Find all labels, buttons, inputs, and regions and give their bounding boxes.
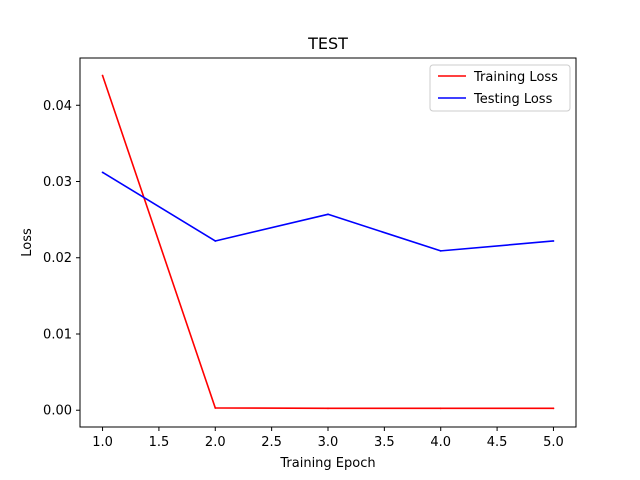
data-point xyxy=(552,407,555,410)
data-point xyxy=(101,171,104,174)
series-layer xyxy=(101,74,555,410)
data-point xyxy=(327,213,329,216)
data-point xyxy=(439,249,442,252)
y-tick-label: 0.00 xyxy=(43,404,72,419)
x-tick-label: 1.0 xyxy=(92,435,113,450)
x-tick-label: 1.5 xyxy=(149,435,170,450)
chart-title: TEST xyxy=(307,34,348,53)
x-tick-label: 4.0 xyxy=(430,435,451,450)
y-axis: 0.00 0.01 0.02 0.03 0.04 xyxy=(43,99,80,419)
y-tick-label: 0.03 xyxy=(43,175,72,190)
x-tick-label: 5.0 xyxy=(543,435,564,450)
x-tick-label: 4.5 xyxy=(487,435,508,450)
y-axis-label: Loss xyxy=(20,228,35,257)
legend: Training Loss Testing Loss xyxy=(429,64,571,112)
data-point xyxy=(101,74,104,77)
x-axis: 1.0 1.5 2.0 2.5 3.0 3.5 4.0 4.5 5.0 xyxy=(92,427,564,450)
x-tick-label: 2.5 xyxy=(261,435,282,450)
data-point xyxy=(439,407,442,410)
x-tick-label: 2.0 xyxy=(205,435,226,450)
legend-label-1: Testing Loss xyxy=(473,92,553,107)
data-point xyxy=(214,407,217,409)
y-tick-label: 0.02 xyxy=(43,251,72,266)
data-point xyxy=(552,240,555,242)
x-tick-label: 3.5 xyxy=(374,435,395,450)
data-point xyxy=(327,407,329,410)
y-tick-label: 0.01 xyxy=(43,327,72,342)
x-axis-label: Training Epoch xyxy=(279,456,375,471)
y-tick-label: 0.04 xyxy=(43,99,72,114)
x-tick-label: 3.0 xyxy=(318,435,339,450)
legend-label-0: Training Loss xyxy=(473,70,558,85)
data-point xyxy=(214,240,217,242)
